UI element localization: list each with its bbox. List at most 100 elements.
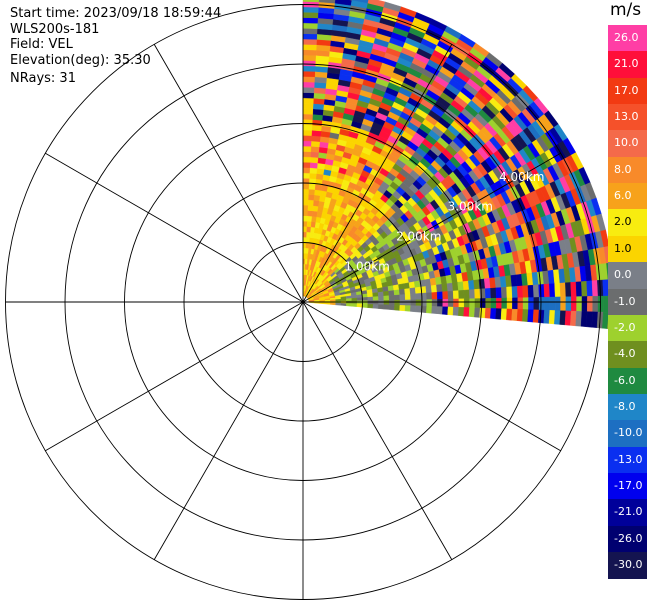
velocity-gate [453, 298, 460, 308]
range-ring-label: 1.00km [345, 259, 390, 273]
velocity-gate [426, 305, 433, 314]
field-label: Field: VEL [10, 37, 73, 52]
velocity-gate [335, 302, 342, 306]
velocity-gate [516, 285, 524, 299]
velocity-gate [527, 284, 535, 298]
velocity-gate [436, 284, 443, 293]
velocity-gate [506, 286, 513, 299]
velocity-gate [307, 215, 313, 222]
velocity-gate [302, 199, 309, 206]
velocity-gate [372, 296, 379, 301]
velocity-gate [570, 281, 577, 297]
velocity-gate [309, 172, 318, 180]
velocity-gate [309, 167, 318, 174]
velocity-gate [383, 300, 390, 306]
velocity-gate [372, 292, 379, 298]
velocity-gate [302, 86, 315, 94]
velocity-gate [324, 302, 331, 305]
velocity-gate [394, 294, 401, 301]
velocity-gate [392, 284, 400, 291]
velocity-gate [565, 282, 572, 298]
azimuth-spoke [302, 44, 453, 303]
colorbar-cell [608, 183, 647, 210]
velocity-gate [362, 303, 369, 308]
velocity-gate [302, 124, 313, 131]
velocity-gate [565, 296, 572, 312]
velocity-gate [447, 298, 454, 308]
velocity-gate [436, 291, 444, 300]
velocity-gate [382, 286, 389, 293]
colorbar-cell [608, 446, 647, 474]
velocity-gate [306, 220, 312, 228]
colorbar-tick-label: 0.0 [614, 268, 632, 282]
velocity-gate [302, 97, 315, 104]
colorbar-cell [608, 288, 647, 316]
velocity-gate [399, 294, 406, 301]
colorbar-tick-label: 8.0 [614, 162, 632, 176]
velocity-gate [330, 302, 336, 306]
azimuth-spoke [45, 301, 304, 452]
velocity-gate [373, 300, 379, 305]
velocity-gate [500, 308, 508, 321]
velocity-gate [302, 17, 319, 24]
velocity-gate [388, 304, 395, 311]
velocity-gate [452, 290, 460, 300]
velocity-gate [490, 297, 497, 309]
velocity-gate [378, 300, 385, 305]
velocity-gate [302, 22, 319, 29]
velocity-gate [506, 297, 513, 310]
velocity-gate [410, 299, 417, 307]
velocity-gate [302, 242, 307, 249]
velocity-gate [319, 302, 326, 305]
range-ring-label: 4.00km [499, 170, 544, 184]
velocity-gate [447, 290, 454, 300]
velocity-gate [307, 210, 314, 217]
velocity-gate [512, 297, 519, 310]
velocity-gate [367, 303, 374, 309]
velocity-gate [522, 297, 529, 310]
velocity-gate [302, 226, 308, 233]
velocity-gate [309, 162, 319, 169]
colorbar-tick-label: 1.0 [614, 241, 632, 255]
colorbar-tick-label: 10.0 [614, 136, 639, 150]
velocity-gate [302, 231, 308, 238]
velocity-gate [404, 288, 411, 295]
colorbar-cell [608, 130, 647, 158]
velocity-gate [527, 309, 534, 323]
velocity-gate [495, 287, 502, 299]
velocity-gate [383, 290, 390, 297]
velocity-gate [484, 288, 492, 299]
velocity-gate [302, 60, 317, 67]
colorbar-cell [608, 104, 647, 131]
range-ring-label: 3.00km [448, 200, 493, 214]
colorbar-tick-label: 26.0 [614, 31, 639, 44]
velocity-gate [302, 194, 310, 201]
velocity-gate [458, 298, 465, 308]
velocity-gate [415, 305, 422, 313]
velocity-gate [560, 296, 567, 312]
colorbar-cell [608, 552, 647, 579]
velocity-gate [302, 44, 318, 51]
velocity-gate [302, 145, 312, 152]
velocity-gate [591, 280, 599, 297]
velocity-gate [517, 297, 524, 310]
velocity-gate [559, 310, 567, 326]
velocity-gate [394, 299, 401, 306]
velocity-gate [313, 194, 321, 202]
velocity-gate [581, 280, 588, 297]
velocity-gate [554, 282, 561, 298]
colorbar-cell [608, 367, 647, 395]
velocity-gate [356, 297, 363, 302]
velocity-gate [532, 284, 540, 298]
velocity-gate [388, 295, 395, 301]
velocity-gate [403, 282, 411, 290]
velocity-gate [511, 308, 518, 321]
colorbar-unit: m/s [610, 0, 642, 20]
velocity-gate [308, 188, 316, 196]
velocity-gate [554, 310, 561, 325]
colorbar-cell [608, 341, 647, 369]
velocity-gate [415, 293, 422, 301]
velocity-gate [409, 287, 416, 295]
velocity-gate [372, 304, 379, 309]
